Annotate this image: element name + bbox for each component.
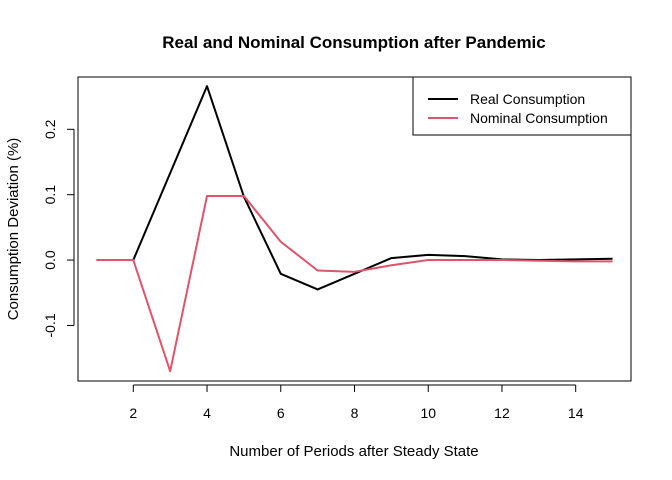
x-axis: 2 4 6 8 10 12 14 bbox=[129, 384, 584, 421]
series-line-nominal bbox=[96, 194, 613, 373]
legend-label-nominal: Nominal Consumption bbox=[470, 110, 608, 126]
y-axis: -0.1 0.0 0.1 0.2 bbox=[42, 119, 75, 337]
y-tick-label: 0.0 bbox=[42, 250, 58, 270]
y-tick-label: 0.2 bbox=[42, 119, 58, 139]
x-tick-label: 10 bbox=[420, 405, 436, 421]
series-layer bbox=[96, 85, 613, 373]
y-tick-label: 0.1 bbox=[42, 185, 58, 205]
legend-box bbox=[412, 76, 632, 136]
legend: Real Consumption Nominal Consumption bbox=[412, 76, 632, 136]
x-tick-label: 6 bbox=[277, 405, 285, 421]
x-tick-label: 8 bbox=[351, 405, 359, 421]
x-axis-label: Number of Periods after Steady State bbox=[229, 443, 478, 460]
legend-label-real: Real Consumption bbox=[470, 91, 585, 107]
y-tick-label: -0.1 bbox=[42, 313, 58, 337]
plot-frame bbox=[77, 76, 632, 382]
x-tick-label: 4 bbox=[203, 405, 211, 421]
x-tick-label: 2 bbox=[129, 405, 137, 421]
chart-title: Real and Nominal Consumption after Pande… bbox=[162, 33, 546, 52]
y-axis-label: Consumption Deviation (%) bbox=[5, 138, 22, 321]
x-tick-label: 14 bbox=[568, 405, 584, 421]
x-tick-label: 12 bbox=[494, 405, 510, 421]
